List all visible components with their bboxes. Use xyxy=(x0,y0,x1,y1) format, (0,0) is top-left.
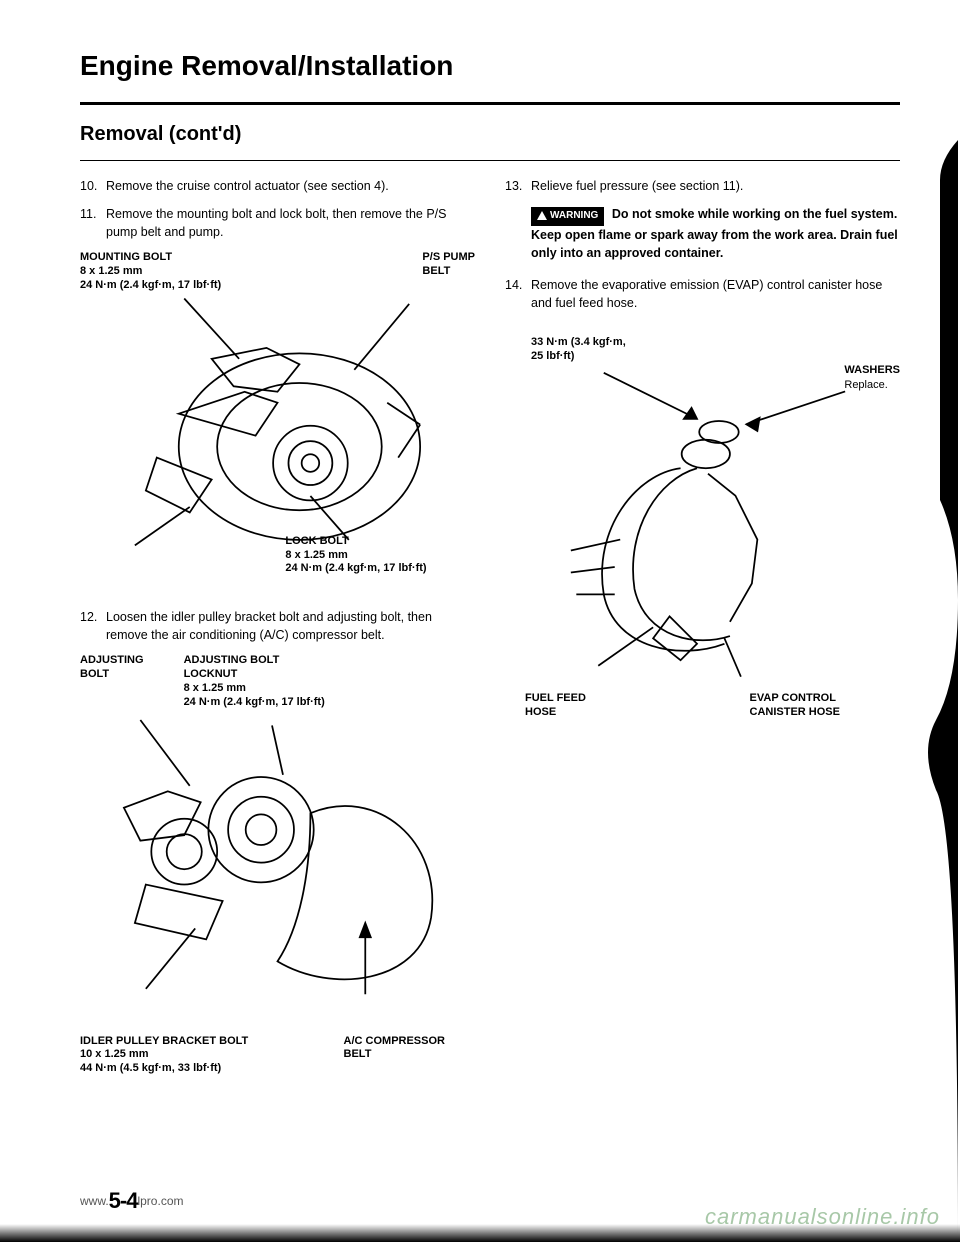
warning-label: WARNING xyxy=(550,210,598,221)
right-column: 13. Relieve fuel pressure (see section 1… xyxy=(505,177,900,1090)
page-container: Engine Removal/Installation Removal (con… xyxy=(0,0,960,1242)
footer: www. 5-4 lpro.com xyxy=(80,1188,183,1214)
two-column-layout: 10. Remove the cruise control actuator (… xyxy=(80,177,900,1090)
title-rule xyxy=(80,102,900,105)
idler-label: IDLER PULLEY BRACKET BOLT xyxy=(80,1035,248,1049)
footer-url-pre: www. xyxy=(80,1194,109,1208)
step-text: Loosen the idler pulley bracket bolt and… xyxy=(106,608,475,644)
step-number: 14. xyxy=(505,276,531,312)
step-number: 13. xyxy=(505,177,531,195)
step-number: 12. xyxy=(80,608,106,644)
hose-label: HOSE xyxy=(525,706,586,720)
footer-url-post: lpro.com xyxy=(137,1194,183,1208)
step-text: Remove the cruise control actuator (see … xyxy=(106,177,475,195)
warning-badge: WARNING xyxy=(531,207,604,226)
replace-note: Replace. xyxy=(844,378,900,394)
figure-ac-compressor: ADJUSTING BOLT ADJUSTING BOLT LOCKNUT 8 … xyxy=(80,654,475,1076)
locknut-spec1: 8 x 1.25 mm xyxy=(184,682,325,696)
step-text: Remove the evaporative emission (EVAP) c… xyxy=(531,276,900,312)
step-10: 10. Remove the cruise control actuator (… xyxy=(80,177,475,195)
torque-label: 33 N·m (3.4 kgf·m, xyxy=(531,336,900,350)
subtitle-rule xyxy=(80,160,900,161)
step-12: 12. Loosen the idler pulley bracket bolt… xyxy=(80,608,475,644)
step-number: 10. xyxy=(80,177,106,195)
warning-block: WARNING Do not smoke while working on th… xyxy=(531,205,900,262)
warning-text-container: WARNING Do not smoke while working on th… xyxy=(531,205,900,262)
washers-label: WASHERS xyxy=(844,364,900,378)
warning-triangle-icon xyxy=(537,211,547,220)
page-title: Engine Removal/Installation xyxy=(80,50,900,82)
fuel-hose-diagram xyxy=(505,364,900,693)
step-text: Relieve fuel pressure (see section 11). xyxy=(531,177,900,195)
idler-spec1: 10 x 1.25 mm xyxy=(80,1048,248,1062)
step-number: 11. xyxy=(80,205,106,241)
locknut-spec2: 24 N·m (2.4 kgf·m, 17 lbf·ft) xyxy=(184,696,325,710)
evap-label: EVAP CONTROL xyxy=(750,692,840,706)
lock-bolt-label: LOCK BOLT xyxy=(285,535,426,549)
mounting-bolt-label: MOUNTING BOLT xyxy=(80,251,221,265)
idler-spec2: 44 N·m (4.5 kgf·m, 33 lbf·ft) xyxy=(80,1062,248,1076)
adjusting-bolt-left2: BOLT xyxy=(80,668,144,682)
step-13: 13. Relieve fuel pressure (see section 1… xyxy=(505,177,900,195)
mounting-bolt-spec: 8 x 1.25 mm xyxy=(80,265,221,279)
lock-bolt-spec1: 8 x 1.25 mm xyxy=(285,549,426,563)
figure-ps-pump: MOUNTING BOLT 8 x 1.25 mm 24 N·m (2.4 kg… xyxy=(80,251,475,594)
figure-fuel-hose: 33 N·m (3.4 kgf·m, 25 lbf·ft) xyxy=(505,336,900,719)
ac-belt-label: BELT xyxy=(344,1048,445,1062)
ac-comp-label: A/C COMPRESSOR xyxy=(344,1035,445,1049)
step-14: 14. Remove the evaporative emission (EVA… xyxy=(505,276,900,312)
torque-label2: 25 lbf·ft) xyxy=(531,350,900,364)
locknut-label: LOCKNUT xyxy=(184,668,325,682)
bottom-shadow xyxy=(0,1224,960,1242)
adjusting-bolt-left: ADJUSTING xyxy=(80,654,144,668)
left-column: 10. Remove the cruise control actuator (… xyxy=(80,177,475,1090)
section-subtitle: Removal (cont'd) xyxy=(80,123,900,146)
page-number: 5-4 xyxy=(109,1188,138,1214)
mounting-bolt-spec2: 24 N·m (2.4 kgf·m, 17 lbf·ft) xyxy=(80,279,221,293)
adjusting-bolt-right: ADJUSTING BOLT xyxy=(184,654,325,668)
ac-compressor-diagram xyxy=(80,709,475,1027)
fuel-feed-label: FUEL FEED xyxy=(525,692,586,706)
canister-label: CANISTER HOSE xyxy=(750,706,840,720)
ps-pump-label: P/S PUMP xyxy=(422,251,475,265)
belt-label: BELT xyxy=(422,265,475,279)
step-text: Remove the mounting bolt and lock bolt, … xyxy=(106,205,475,241)
step-11: 11. Remove the mounting bolt and lock bo… xyxy=(80,205,475,241)
lock-bolt-spec2: 24 N·m (2.4 kgf·m, 17 lbf·ft) xyxy=(285,562,426,576)
